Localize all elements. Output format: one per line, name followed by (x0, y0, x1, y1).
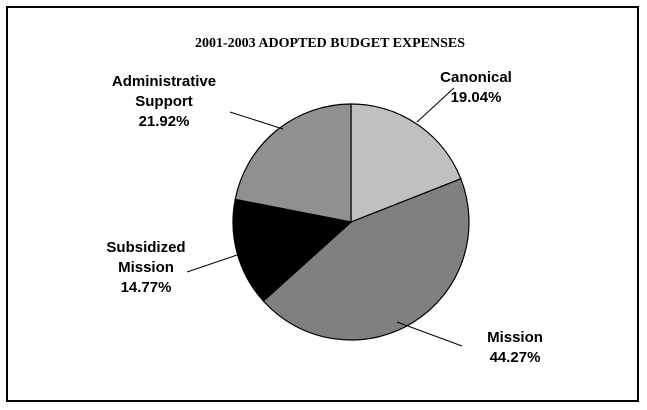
leader-lines (186, 87, 463, 347)
chart-title: 2001-2003 ADOPTED BUDGET EXPENSES (195, 36, 465, 51)
leader-line (396, 321, 463, 347)
pie-slice-mission (262, 178, 470, 341)
slice-name-label: Mission (118, 259, 174, 276)
pie-slices (232, 103, 470, 341)
slice-percent-label: 14.77% (121, 279, 172, 296)
slice-labels: Canonical 19.04% Mission 44.27% Subsidized Mi… (106, 69, 543, 366)
slice-percent-label: 44.27% (490, 349, 541, 366)
leader-line (229, 111, 284, 130)
pie-slice-subsidized-mission (232, 198, 353, 302)
leader-line (186, 251, 247, 273)
slice-name-label: Mission (487, 329, 543, 346)
leader-line (416, 87, 455, 123)
pie-slice-canonical (350, 103, 462, 223)
slice-percent-label: 19.04% (451, 89, 502, 106)
slice-name-label: Administrative (112, 73, 216, 90)
slice-percent-label: 21.92% (139, 113, 190, 130)
pie-slice-administrative-support (234, 103, 352, 223)
slice-name-label: Canonical (440, 69, 512, 86)
slice-name-label: Support (135, 93, 193, 110)
slice-name-label: Subsidized (106, 239, 185, 256)
